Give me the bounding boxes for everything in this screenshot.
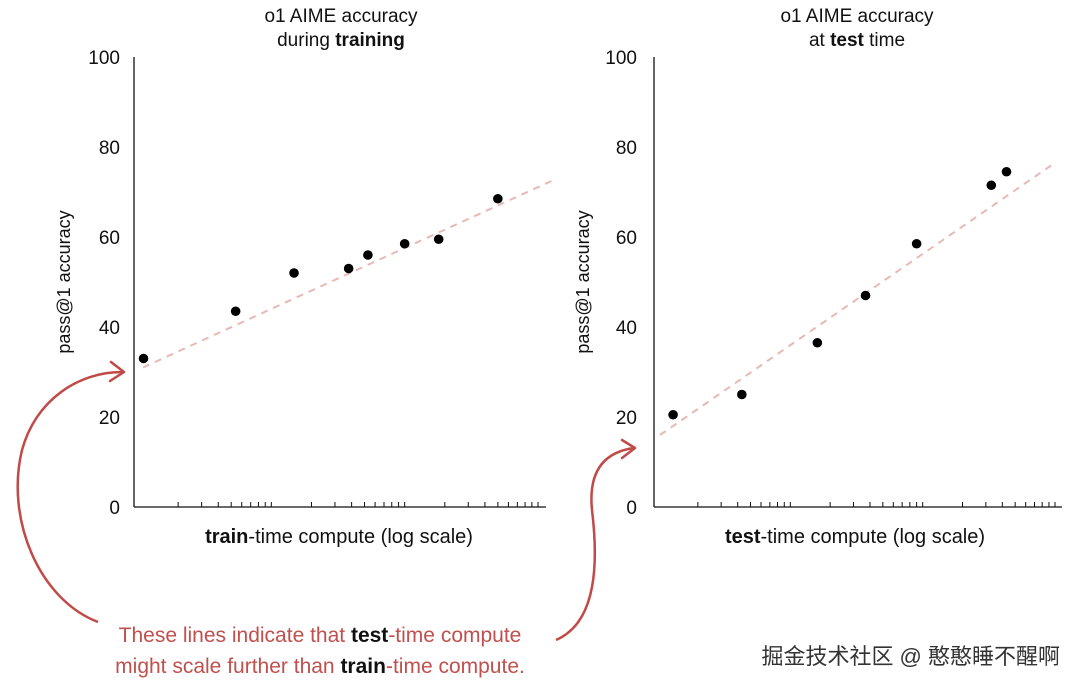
chart-training: o1 AIME accuracy during training 0 20 40 60…: [54, 6, 553, 548]
annotation-arrows: [16, 360, 637, 642]
y-axis-label: pass@1 accuracy: [573, 210, 593, 353]
chart-title-line2: at test time: [809, 30, 905, 51]
data-point: [343, 263, 354, 274]
x-axis-label-rest: -time compute (log scale): [248, 526, 473, 548]
data-point: [1001, 166, 1012, 177]
chart-title-prefix: during: [277, 30, 335, 51]
data-point: [289, 268, 299, 278]
y-axis-label: pass@1 accuracy: [54, 210, 74, 353]
y-tick-label: 100: [605, 48, 637, 69]
y-tick-label: 0: [109, 498, 120, 519]
data-point: [668, 409, 678, 420]
right-arrow-head: [620, 438, 637, 460]
chart-title-line1: o1 AIME accuracy: [780, 6, 934, 27]
y-tick-label: 80: [99, 138, 120, 159]
data-point: [911, 238, 922, 249]
data-point: [812, 337, 823, 348]
x-axis-label-rest: -time compute (log scale): [761, 526, 986, 548]
annotation-line2-b: train: [340, 655, 386, 678]
y-tick-label: 20: [616, 408, 637, 429]
x-axis-label-bold: test: [725, 526, 761, 548]
data-point: [138, 353, 149, 364]
y-tick-label: 20: [99, 408, 120, 429]
y-tick-label: 40: [99, 318, 120, 339]
data-point: [399, 238, 410, 249]
data-point: [230, 306, 241, 317]
y-tick-label: 80: [616, 138, 637, 159]
chart-title-line1: o1 AIME accuracy: [264, 6, 418, 27]
right-arrow-curve: [555, 446, 635, 642]
x-minor-ticks: [697, 502, 1056, 507]
data-point: [433, 234, 444, 245]
data-point: [986, 180, 997, 191]
watermark: 掘金技术社区 @ 憨憨睡不醒啊: [761, 644, 1060, 669]
data-points: [138, 193, 503, 364]
data-points: [668, 166, 1012, 420]
annotation-line1-a: These lines indicate that: [119, 624, 351, 647]
chart-title-prefix: at: [809, 30, 830, 51]
left-arrow-head: [108, 360, 126, 383]
y-tick-label: 100: [88, 48, 120, 69]
annotation-line1-b: test: [351, 624, 388, 647]
annotation-line2-a: might scale further than: [115, 655, 340, 678]
y-tick-label: 0: [626, 498, 637, 519]
chart-title-bold: training: [335, 30, 405, 51]
y-tick-label: 60: [99, 228, 120, 249]
trend-line: [142, 179, 553, 369]
chart-title-bold: test: [830, 30, 864, 51]
chart-title-suffix: time: [864, 30, 905, 51]
x-axis-label: train-time compute (log scale): [205, 526, 473, 548]
y-tick-label: 60: [616, 228, 637, 249]
data-point: [860, 290, 871, 301]
x-axis-label-bold: train: [205, 526, 248, 548]
x-minor-ticks: [177, 502, 539, 507]
y-tick-label: 40: [616, 318, 637, 339]
chart-test: o1 AIME accuracy at test time 0 20 40 60 80 1…: [573, 6, 1062, 548]
chart-title-line2: during training: [277, 30, 405, 51]
x-axis-label: test-time compute (log scale): [725, 526, 985, 548]
y-tick-labels: 0 20 40 60 80 100: [88, 48, 120, 519]
y-tick-labels: 0 20 40 60 80 100: [605, 48, 637, 519]
trend-line: [659, 161, 1056, 436]
annotation-line1: These lines indicate that test-time comp…: [119, 624, 522, 647]
left-arrow-curve: [16, 370, 123, 624]
annotation-line2: might scale further than train-time comp…: [115, 655, 525, 678]
data-point: [363, 250, 373, 260]
data-point: [493, 193, 503, 204]
data-point: [737, 389, 747, 400]
annotation-line2-c: -time compute.: [386, 655, 525, 678]
annotation-line1-c: -time compute: [388, 624, 521, 647]
